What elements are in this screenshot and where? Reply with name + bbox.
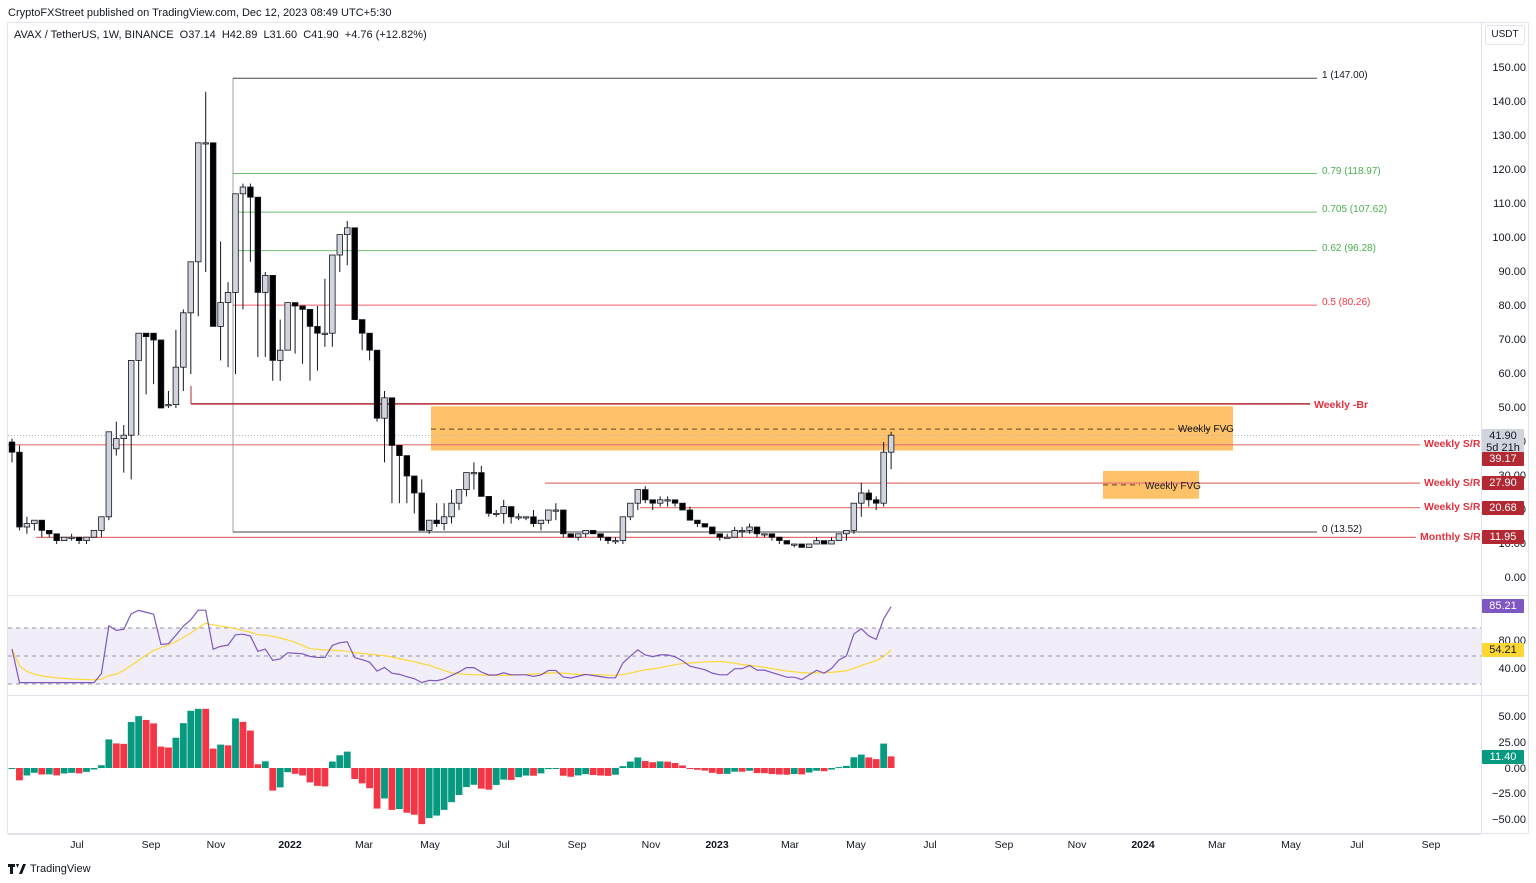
osc-axis-50: 50.00 xyxy=(1498,711,1526,723)
time-axis-label: May xyxy=(846,839,866,851)
rsi-ma-line xyxy=(11,622,892,681)
oscillator-pane-separator[interactable] xyxy=(8,695,1529,696)
rsi-axis-40: 40.00 xyxy=(1498,663,1526,675)
weekly-sr-label-2: Weekly S/R xyxy=(1424,477,1481,489)
time-axis-label: Mar xyxy=(354,839,374,851)
price-axis-label: 140.00 xyxy=(1492,96,1526,108)
time-axis-label: Jul xyxy=(496,839,510,851)
time-axis-label: 2023 xyxy=(705,839,729,851)
brand-text: TradingView xyxy=(30,863,91,875)
price-axis-label: 60.00 xyxy=(1498,368,1526,380)
time-axis-label: May xyxy=(420,839,440,851)
time-axis-label: Nov xyxy=(206,839,226,851)
time-axis-label: Jul xyxy=(923,839,937,851)
fvg-upper-label: Weekly FVG xyxy=(1178,424,1234,435)
rsi-pane-separator[interactable] xyxy=(8,595,1529,596)
fvg-upper-zone xyxy=(431,406,1233,451)
fib-level-label: 0.5 (80.26) xyxy=(1322,297,1371,309)
time-axis-label: Sep xyxy=(567,839,587,851)
fib-level-label: 0 (13.52) xyxy=(1322,524,1363,536)
time-axis-label: Mar xyxy=(780,839,800,851)
time-axis-label: Mar xyxy=(1207,839,1227,851)
symbol-legend: AVAX / TetherUS, 1W, BINANCE O37.14 H42.… xyxy=(14,29,427,41)
price-axis-label: 150.00 xyxy=(1492,62,1526,74)
fib-level-label: 0.79 (118.97) xyxy=(1322,165,1381,177)
last-price-tag: 41.90 5d 21h xyxy=(1482,429,1524,455)
currency-unit-button[interactable]: USDT xyxy=(1485,25,1525,45)
chart-frame xyxy=(7,22,1529,834)
level-tag-20: 20.68 xyxy=(1482,501,1524,515)
fvg-lower-label: Weekly FVG xyxy=(1145,481,1201,492)
monthly-sr-label: Monthly S/R xyxy=(1420,531,1481,543)
osc-value-tag: 11.40 xyxy=(1482,750,1524,764)
price-axis[interactable] xyxy=(1481,22,1529,834)
time-axis-label: Sep xyxy=(141,839,161,851)
fib-level-label: 0.705 (107.62) xyxy=(1322,204,1388,216)
rsi-line xyxy=(11,606,892,684)
bar-countdown: 5d 21h xyxy=(1486,442,1520,454)
time-axis-label: Jul xyxy=(1350,839,1364,851)
price-axis-label: 80.00 xyxy=(1498,300,1526,312)
rsi-ma-value-tag: 54.21 xyxy=(1482,643,1524,657)
fib-level-label: 0.62 (96.28) xyxy=(1322,242,1376,254)
price-axis-label: 100.00 xyxy=(1492,232,1526,244)
time-axis-label: Sep xyxy=(1421,839,1441,851)
level-tag-27: 27.90 xyxy=(1482,476,1524,490)
price-axis-label: 50.00 xyxy=(1498,402,1526,414)
osc-axis-neg50: −50.00 xyxy=(1492,814,1526,826)
fib-level-label: 1 (147.00) xyxy=(1322,70,1368,82)
price-axis-label: 90.00 xyxy=(1498,266,1526,278)
time-axis-label: May xyxy=(1281,839,1301,851)
fvg-lower-zone xyxy=(1103,470,1199,499)
level-tag-39: 39.17 xyxy=(1482,452,1524,466)
time-axis-label: Jul xyxy=(70,839,84,851)
weekly-sr-label-1: Weekly S/R xyxy=(1424,438,1481,450)
price-axis-label: 130.00 xyxy=(1492,130,1526,142)
weekly-breaker-label: Weekly -Br xyxy=(1314,399,1369,411)
price-axis-label: 0.00 xyxy=(1504,572,1526,584)
publish-info: CryptoFXStreet published on TradingView.… xyxy=(8,7,392,19)
osc-axis-0: 0.00 xyxy=(1504,763,1526,775)
time-axis-label: Nov xyxy=(1067,839,1087,851)
weekly-sr-label-3: Weekly S/R xyxy=(1424,501,1481,513)
time-axis-label: Sep xyxy=(994,839,1014,851)
time-axis-label: 2024 xyxy=(1131,839,1155,851)
tradingview-brand[interactable]: TradingView xyxy=(8,863,91,875)
rsi-value-tag: 85.21 xyxy=(1482,599,1524,613)
price-axis-label: 120.00 xyxy=(1492,164,1526,176)
time-axis-label: 2022 xyxy=(278,839,302,851)
time-axis-label: Nov xyxy=(641,839,661,851)
osc-axis-25: 25.00 xyxy=(1498,737,1526,749)
time-axis[interactable] xyxy=(8,834,1481,856)
price-axis-label: 70.00 xyxy=(1498,334,1526,346)
level-tag-11: 11.95 xyxy=(1482,530,1524,544)
price-axis-label: 110.00 xyxy=(1493,198,1526,210)
tradingview-logo-icon xyxy=(8,864,26,874)
osc-axis-neg25: −25.00 xyxy=(1492,788,1526,800)
last-price-value: 41.90 xyxy=(1489,430,1517,442)
